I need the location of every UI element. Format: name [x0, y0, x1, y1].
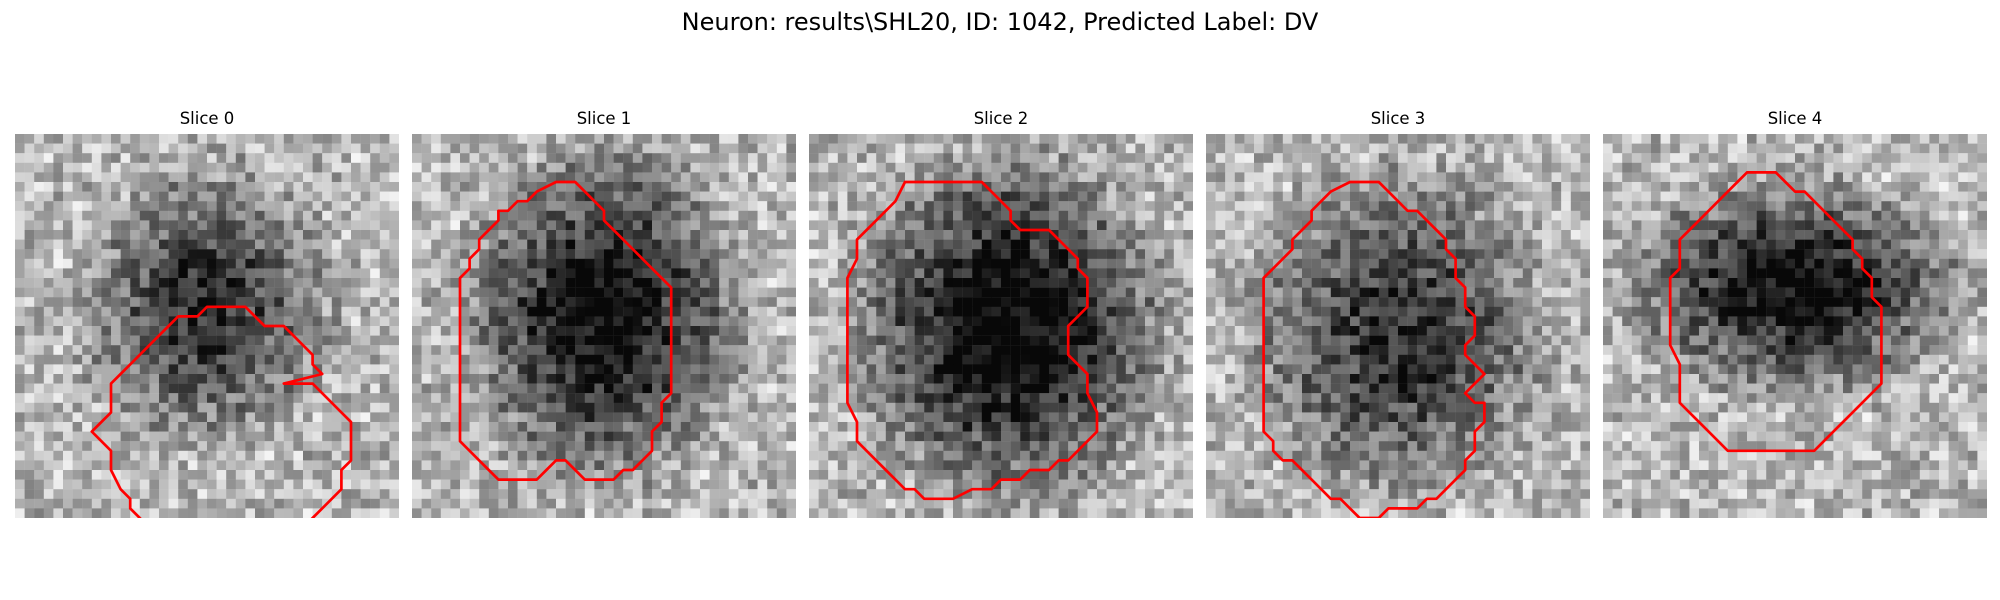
slice-title: Slice 4	[1767, 109, 1823, 128]
slice-title: Slice 2	[973, 109, 1029, 128]
neuron-contour	[1668, 171, 1883, 453]
slice-title: Slice 0	[179, 109, 235, 128]
neuron-contour	[1262, 180, 1486, 518]
slice-image	[15, 134, 399, 518]
neuron-contour	[458, 180, 673, 481]
slice-title: Slice 1	[576, 109, 632, 128]
slice-panel-4: Slice 4	[1603, 108, 1987, 518]
pixel-grid	[1603, 134, 1987, 518]
slice-panel-1: Slice 1	[412, 108, 796, 518]
figure-title: Neuron: results\SHL20, ID: 1042, Predict…	[681, 8, 1319, 36]
slice-image	[1603, 134, 1987, 518]
pixel-grid	[412, 134, 796, 518]
slice-panel-2: Slice 2	[809, 108, 1193, 518]
slice-image	[1206, 134, 1590, 518]
neuron-contour	[846, 180, 1099, 501]
pixel-grid	[15, 134, 399, 518]
slice-image	[809, 134, 1193, 518]
pixel-grid	[809, 134, 1193, 518]
slice-panel-0: Slice 0	[15, 108, 399, 518]
slice-image	[412, 134, 796, 518]
neuron-contour	[90, 305, 353, 518]
slice-title: Slice 3	[1370, 109, 1426, 128]
slice-panel-3: Slice 3	[1206, 108, 1590, 518]
